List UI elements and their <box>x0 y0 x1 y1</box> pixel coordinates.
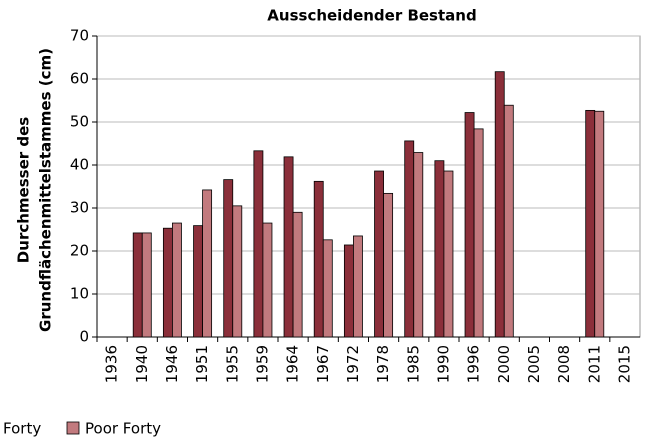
x-tick-label: 1946 <box>163 345 181 383</box>
y-tick-label: 20 <box>70 242 89 260</box>
bar <box>443 170 454 338</box>
chart-title: Ausscheidender Bestand <box>267 7 476 25</box>
bar <box>413 152 424 338</box>
bar <box>383 192 394 338</box>
x-tick-label: 1951 <box>193 345 211 383</box>
y-tick-label: 40 <box>70 156 89 174</box>
bar <box>292 211 303 338</box>
x-tick-label: 1996 <box>465 345 483 383</box>
x-tick-label: 1990 <box>434 345 452 383</box>
x-tick-label: 1967 <box>314 345 332 383</box>
x-tick-label: 2011 <box>585 345 603 383</box>
x-tick-label: 2000 <box>495 345 513 383</box>
bar <box>223 179 234 338</box>
legend-swatch <box>66 421 80 435</box>
bar <box>322 239 333 338</box>
bar <box>141 232 152 338</box>
bar <box>374 170 384 338</box>
bar <box>503 104 514 338</box>
x-tick-label: 1940 <box>133 345 151 383</box>
y-axis-label: Durchmesser des <box>15 117 33 263</box>
bar <box>494 71 505 338</box>
bar <box>202 189 213 338</box>
bar <box>172 222 182 338</box>
x-tick-label: 1985 <box>404 345 422 383</box>
bar <box>193 225 203 338</box>
x-tick-label: 1936 <box>103 345 121 383</box>
bar <box>353 235 363 338</box>
bar <box>232 205 243 338</box>
bar <box>585 109 596 338</box>
x-tick-label: 1978 <box>374 345 392 383</box>
bar <box>464 112 475 338</box>
bar <box>404 140 415 338</box>
y-axis-label: Grundflächenmittelstammes (cm) <box>37 48 55 332</box>
y-tick-label: 70 <box>70 27 89 45</box>
y-tick-label: 10 <box>70 285 89 303</box>
x-tick-label: 1972 <box>344 345 362 383</box>
bar <box>162 227 173 338</box>
x-tick-label: 2015 <box>615 345 633 383</box>
legend-label: Forty <box>3 420 41 438</box>
legend-label: Poor Forty <box>85 420 161 438</box>
bar <box>434 160 445 338</box>
bar <box>132 232 143 338</box>
x-tick-label: 2005 <box>525 345 543 383</box>
bar <box>283 156 294 338</box>
y-tick-label: 0 <box>79 328 89 346</box>
bar <box>253 150 264 338</box>
y-tick-label: 30 <box>70 199 89 217</box>
x-tick-label: 2008 <box>555 345 573 383</box>
y-tick-label: 50 <box>70 113 89 131</box>
x-tick-label: 1964 <box>284 345 302 383</box>
bar <box>473 128 484 338</box>
bar <box>262 222 273 338</box>
bar <box>594 110 605 338</box>
bar <box>313 180 324 338</box>
bar <box>343 244 354 338</box>
x-tick-label: 1959 <box>253 345 271 383</box>
y-tick-label: 60 <box>70 70 89 88</box>
x-tick-label: 1955 <box>223 345 241 383</box>
